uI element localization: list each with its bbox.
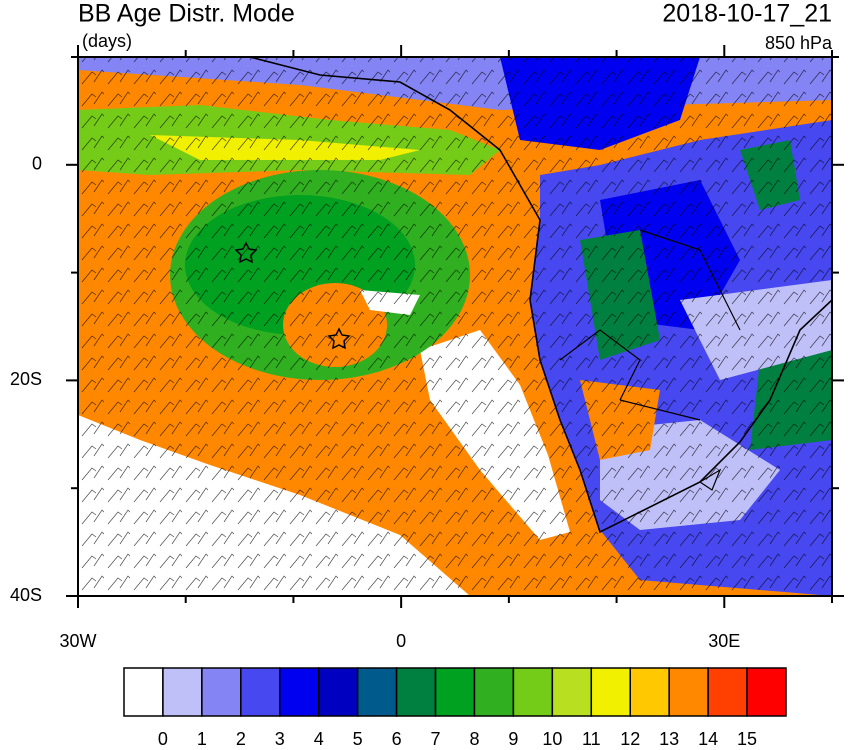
- colorbar-box: [240, 667, 281, 717]
- colorbar-label: 13: [659, 729, 679, 749]
- colorbar-box: [629, 667, 670, 717]
- colorbar-box: [395, 667, 437, 717]
- colorbar-label: 6: [392, 729, 402, 749]
- x-tick-label: 30W: [59, 631, 96, 651]
- site-marker: [327, 327, 351, 350]
- y-tick-label: 20S: [10, 369, 42, 389]
- time: 2018-10-17_21: [662, 0, 832, 28]
- colorbar-label: 5: [353, 729, 363, 749]
- colorbar-box: [668, 667, 709, 717]
- coastline: [249, 57, 832, 534]
- colorbar-box: [473, 667, 515, 717]
- colorbar-label: 7: [431, 729, 441, 749]
- colorbar-box: [123, 667, 164, 717]
- colorbar-label: 9: [508, 729, 518, 749]
- colorbar-box: [162, 667, 203, 717]
- colorbar-box: [317, 667, 359, 717]
- colorbar-label: 11: [582, 729, 601, 749]
- level: 850 hPa: [765, 33, 833, 53]
- map-field: [78, 57, 832, 596]
- colorbar-label: 15: [737, 729, 757, 749]
- border: [559, 229, 741, 491]
- colorbar-label: 10: [542, 729, 562, 749]
- colorbar-box: [746, 667, 787, 717]
- colorbar-label: 3: [275, 729, 285, 749]
- title: BB Age Distr. Mode: [78, 0, 295, 28]
- colorbar-box: [551, 667, 593, 717]
- colorbar-label: 12: [620, 729, 640, 749]
- colorbar-box: [356, 667, 398, 717]
- y-tick-label: 40S: [10, 585, 42, 605]
- colorbar-label: 2: [236, 729, 246, 749]
- colorbar-box: [201, 667, 242, 717]
- colorbar-box: [590, 667, 631, 717]
- y-tick-label: 0: [32, 154, 42, 174]
- colorbar-box: [707, 667, 748, 717]
- x-tick-label: 30E: [708, 631, 740, 651]
- colorbar-label: 0: [158, 729, 168, 749]
- x-tick-label: 0: [396, 631, 406, 651]
- colorbar-label: 4: [314, 729, 324, 749]
- colorbar-box: [512, 667, 554, 717]
- colorbar-label: 14: [698, 729, 718, 749]
- colorbar-box: [279, 667, 320, 717]
- site-marker: [234, 241, 258, 264]
- units: (days): [82, 31, 132, 51]
- colorbar-label: 1: [197, 729, 207, 749]
- map-frame: [77, 56, 833, 597]
- wind-barbs: [78, 57, 832, 596]
- colorbar-box: [434, 667, 476, 717]
- colorbar-label: 8: [469, 729, 479, 749]
